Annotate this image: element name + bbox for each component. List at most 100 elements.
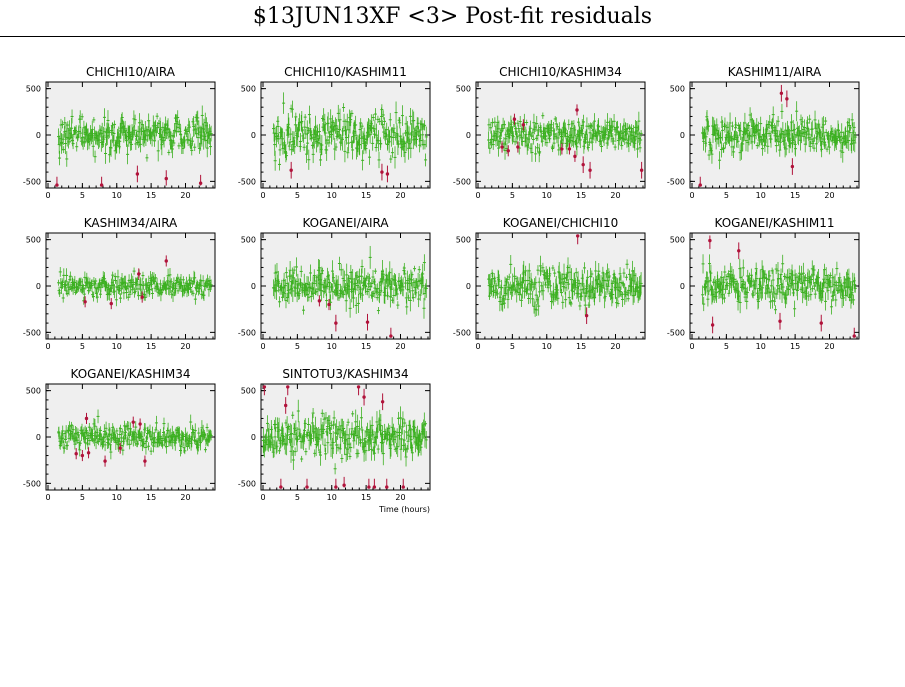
y-tick-label: 0 bbox=[251, 131, 256, 140]
flagged-point bbox=[385, 172, 390, 176]
panel-title: KOGANEI/KASHIM11 bbox=[715, 216, 835, 230]
x-tick-label: 5 bbox=[295, 342, 300, 351]
x-tick-label: 15 bbox=[361, 191, 371, 200]
y-tick-label: -500 bbox=[453, 177, 471, 186]
x-tick-label: 15 bbox=[146, 493, 156, 502]
panel-title: CHICHI10/KASHIM11 bbox=[284, 65, 407, 79]
flagged-point bbox=[198, 181, 203, 185]
flagged-point bbox=[389, 334, 393, 338]
flagged-point bbox=[581, 162, 585, 167]
y-tick-label: 500 bbox=[241, 85, 256, 94]
x-tick-label: 5 bbox=[510, 191, 515, 200]
panel-title: KASHIM11/AIRA bbox=[728, 65, 822, 79]
flagged-point bbox=[135, 172, 140, 176]
flagged-point bbox=[380, 170, 384, 174]
flagged-point bbox=[790, 164, 795, 169]
flagged-point bbox=[506, 149, 510, 153]
flagged-point bbox=[289, 168, 293, 172]
residual-panel: KASHIM11/AIRA -500 0 500 0 5 10 15 20 bbox=[667, 65, 860, 200]
flagged-point bbox=[140, 295, 144, 299]
x-tick-label: 20 bbox=[180, 191, 190, 200]
flagged-point bbox=[55, 183, 59, 187]
x-tick-label: 0 bbox=[45, 493, 50, 502]
flagged-point bbox=[737, 249, 741, 253]
x-tick-label: 15 bbox=[146, 191, 156, 200]
y-tick-label: 0 bbox=[680, 131, 685, 140]
y-tick-label: -500 bbox=[667, 177, 685, 186]
panel-title: KOGANEI/KASHIM34 bbox=[71, 367, 191, 381]
x-tick-label: 20 bbox=[180, 493, 190, 502]
residual-panel: CHICHI10/AIRA -500 0 500 0 5 10 15 20 bbox=[23, 65, 216, 200]
y-tick-label: 0 bbox=[36, 282, 41, 291]
panel-title: KASHIM34/AIRA bbox=[84, 216, 178, 230]
x-tick-label: 10 bbox=[112, 342, 122, 351]
flagged-point bbox=[852, 334, 856, 338]
y-tick-label: 500 bbox=[456, 85, 471, 94]
x-tick-label: 5 bbox=[724, 191, 729, 200]
x-tick-label: 15 bbox=[576, 191, 586, 200]
residual-panel: KOGANEI/KASHIM34 -500 0 500 0 5 10 15 20 bbox=[23, 367, 216, 502]
y-tick-label: -500 bbox=[453, 328, 471, 337]
x-tick-label: 10 bbox=[756, 191, 766, 200]
x-tick-label: 20 bbox=[395, 342, 405, 351]
residual-panel: KOGANEI/KASHIM11 -500 0 500 0 5 10 15 20 bbox=[667, 216, 860, 351]
x-tick-label: 10 bbox=[542, 342, 552, 351]
x-tick-label: 5 bbox=[724, 342, 729, 351]
panel-title: KOGANEI/AIRA bbox=[302, 216, 389, 230]
y-tick-label: -500 bbox=[23, 479, 41, 488]
x-tick-label: 0 bbox=[475, 342, 480, 351]
flagged-point bbox=[778, 319, 782, 323]
y-tick-label: 0 bbox=[680, 282, 685, 291]
flagged-point bbox=[327, 302, 331, 307]
flagged-point bbox=[99, 183, 104, 187]
flagged-point bbox=[317, 299, 322, 303]
y-tick-label: 500 bbox=[26, 85, 41, 94]
residual-panel: CHICHI10/KASHIM11 -500 0 500 0 5 10 15 20 bbox=[238, 65, 431, 200]
y-tick-label: 500 bbox=[26, 387, 41, 396]
x-tick-label: 20 bbox=[824, 191, 834, 200]
x-tick-label: 5 bbox=[510, 342, 515, 351]
flagged-point bbox=[521, 123, 526, 127]
flagged-point bbox=[109, 301, 113, 306]
y-tick-label: -500 bbox=[667, 328, 685, 337]
flagged-point bbox=[567, 147, 572, 151]
flagged-point bbox=[500, 145, 504, 149]
flagged-point bbox=[137, 272, 141, 276]
y-tick-label: 0 bbox=[466, 282, 471, 291]
x-tick-label: 15 bbox=[576, 342, 586, 351]
flagged-point bbox=[708, 238, 712, 243]
y-tick-label: 500 bbox=[26, 236, 41, 245]
flagged-point bbox=[584, 313, 589, 318]
flagged-point bbox=[164, 259, 168, 263]
x-tick-label: 15 bbox=[790, 191, 800, 200]
x-tick-label: 10 bbox=[756, 342, 766, 351]
flagged-point bbox=[710, 323, 715, 327]
residual-panel: CHICHI10/KASHIM34 -500 0 500 0 5 10 15 20 bbox=[453, 65, 646, 200]
flagged-point bbox=[164, 176, 168, 181]
y-tick-label: 500 bbox=[670, 236, 685, 245]
flagged-point bbox=[575, 234, 580, 238]
x-tick-label: 0 bbox=[260, 342, 265, 351]
residual-panel: KOGANEI/CHICHI10 -500 0 500 0 5 10 15 20 bbox=[453, 216, 646, 351]
flagged-point bbox=[83, 300, 87, 304]
y-tick-label: 0 bbox=[36, 131, 41, 140]
panel-title: KOGANEI/CHICHI10 bbox=[503, 216, 618, 230]
x-tick-label: 15 bbox=[361, 342, 371, 351]
x-tick-label: 0 bbox=[45, 191, 50, 200]
x-tick-label: 0 bbox=[689, 191, 694, 200]
y-tick-label: 0 bbox=[251, 282, 256, 291]
flagged-point bbox=[334, 321, 338, 325]
x-tick-label: 20 bbox=[180, 342, 190, 351]
x-tick-label: 5 bbox=[295, 191, 300, 200]
x-tick-label: 0 bbox=[475, 191, 480, 200]
x-tick-label: 5 bbox=[80, 342, 85, 351]
y-tick-label: -500 bbox=[23, 328, 41, 337]
y-tick-label: 0 bbox=[466, 131, 471, 140]
flagged-point bbox=[512, 117, 517, 121]
flagged-point bbox=[365, 320, 370, 324]
y-tick-label: -500 bbox=[238, 328, 256, 337]
x-tick-label: 20 bbox=[610, 191, 620, 200]
x-tick-label: 20 bbox=[824, 342, 834, 351]
y-tick-label: -500 bbox=[238, 177, 256, 186]
